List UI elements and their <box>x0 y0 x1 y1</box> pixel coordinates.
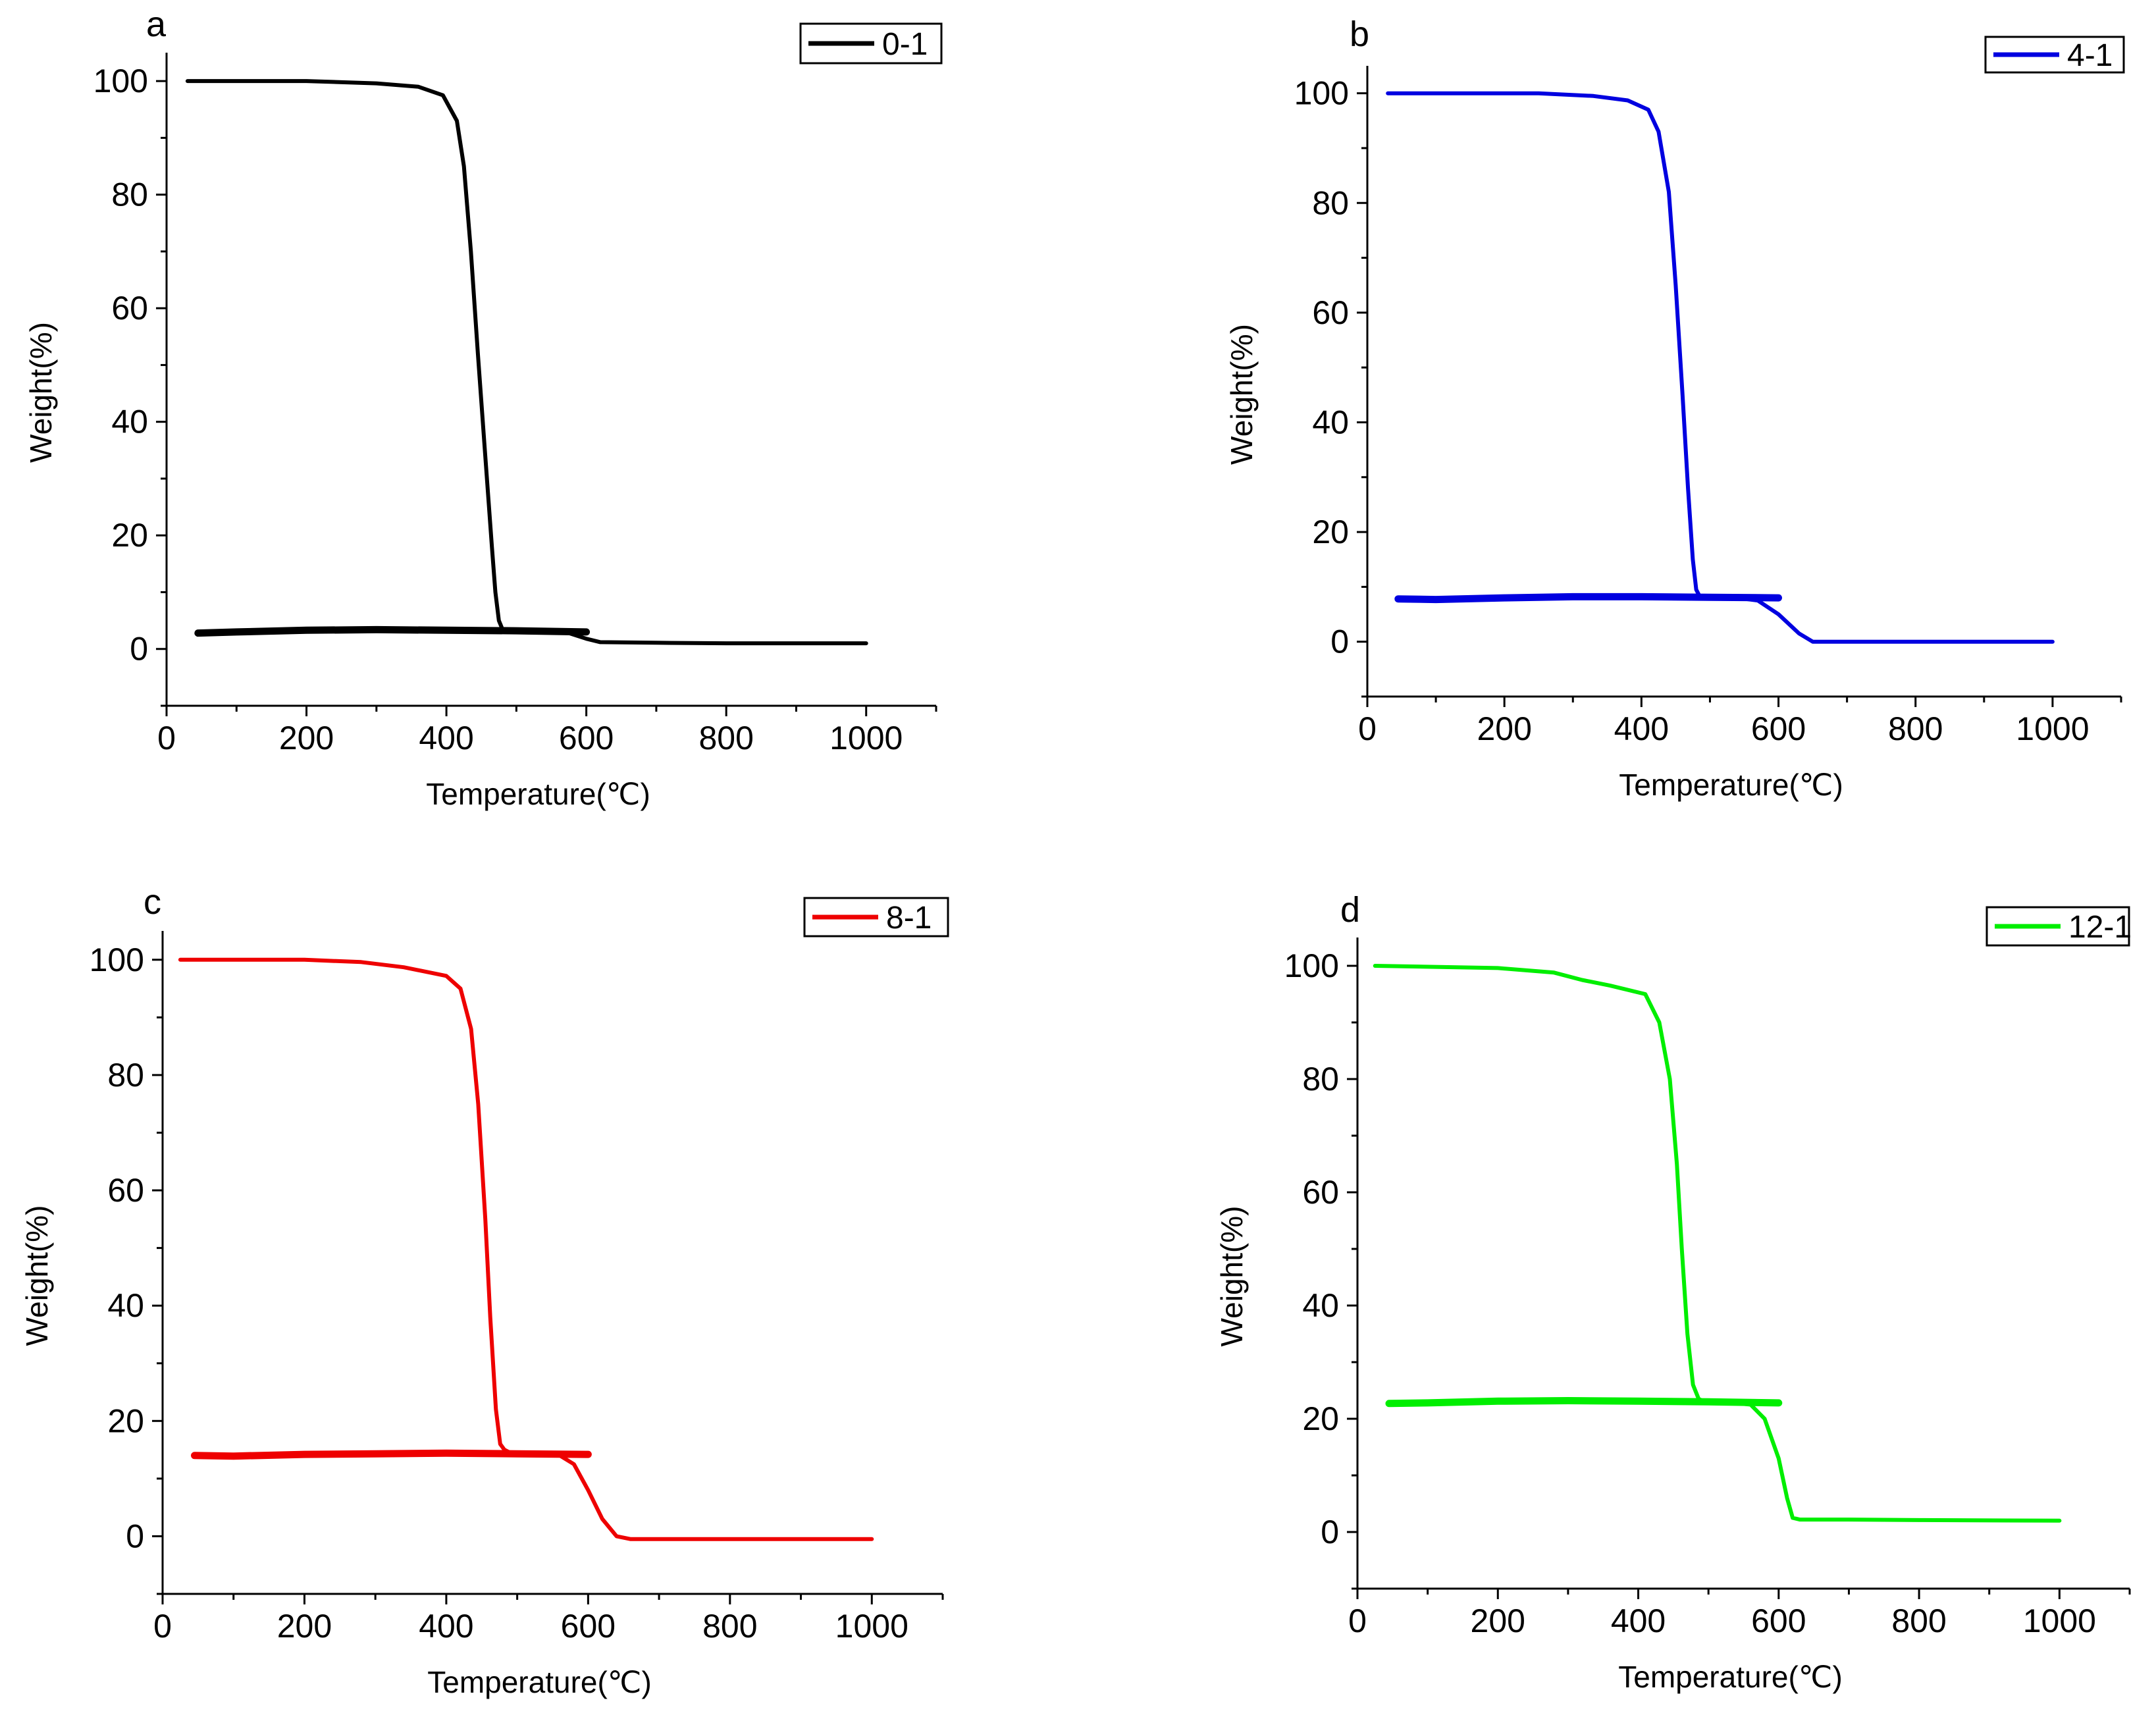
x-tick-label: 600 <box>561 1608 616 1645</box>
x-tick-label: 200 <box>1477 710 1531 747</box>
legend: 12-1 <box>1985 906 2132 947</box>
y-tick-label: 60 <box>111 290 148 327</box>
x-tick-label: 600 <box>1751 710 1806 747</box>
x-tick-label: 0 <box>157 720 176 756</box>
series-line <box>1373 964 2062 1523</box>
y-tick-label: 80 <box>1302 1061 1339 1097</box>
y-tick-label: 60 <box>1302 1174 1339 1211</box>
panel-a: 0 200 400 600 800 1000 0 20 40 60 80 100 Temperature… <box>24 5 943 811</box>
x-tick-label: 400 <box>419 1608 473 1645</box>
x-tick-label: 200 <box>1471 1602 1525 1639</box>
y-tick-label: 80 <box>107 1057 144 1094</box>
y-tick-label: 40 <box>111 404 148 440</box>
x-tick-label: 400 <box>1611 1602 1666 1639</box>
y-tick-label: 40 <box>1312 404 1349 440</box>
y-tick-label: 0 <box>126 1518 144 1554</box>
y-tick-label: 0 <box>1321 1514 1339 1550</box>
y-tick-label: 100 <box>90 941 144 978</box>
series-line <box>178 957 874 1541</box>
x-tick-label: 0 <box>1358 710 1377 747</box>
y-axis-label: Weight(%) <box>1224 324 1259 465</box>
x-axis-label: Temperature(℃) <box>1618 1660 1843 1694</box>
panel-letter: c <box>144 882 161 922</box>
y-tick-label: 20 <box>1302 1400 1339 1437</box>
x-tick-label: 200 <box>279 720 334 756</box>
legend: 0-1 <box>799 22 943 65</box>
y-tick-label: 80 <box>111 176 148 213</box>
legend-label: 4-1 <box>2067 38 2113 73</box>
panel-letter: b <box>1350 14 1369 54</box>
x-axis-label: Temperature(℃) <box>1619 768 1843 802</box>
legend-label: 8-1 <box>886 901 932 936</box>
x-tick-label: 600 <box>1751 1602 1806 1639</box>
y-tick-label: 40 <box>107 1287 144 1324</box>
y-tick-label: 60 <box>1312 294 1349 331</box>
y-tick-label: 40 <box>1302 1287 1339 1324</box>
y-tick-label: 100 <box>1284 947 1339 984</box>
series-line <box>185 79 868 646</box>
x-axis-label: Temperature(℃) <box>427 1665 652 1699</box>
y-tick-label: 0 <box>1330 623 1349 660</box>
y-axis-label: Weight(%) <box>20 1205 54 1346</box>
x-tick-label: 1000 <box>835 1608 908 1645</box>
series-return-line <box>1394 593 1782 604</box>
x-tick-label: 1000 <box>829 720 903 756</box>
x-tick-label: 800 <box>1888 710 1943 747</box>
legend-label: 12-1 <box>2068 910 2132 945</box>
panel-c: 0 200 400 600 800 1000 0 20 40 60 80 100 Temperature… <box>20 882 949 1699</box>
x-tick-label: 0 <box>1348 1602 1367 1639</box>
panel-letter: d <box>1340 890 1360 930</box>
y-tick-label: 100 <box>93 63 148 99</box>
y-tick-label: 80 <box>1312 184 1349 221</box>
y-tick-label: 20 <box>107 1402 144 1439</box>
y-axis-label: Weight(%) <box>24 322 58 463</box>
x-tick-label: 600 <box>559 720 614 756</box>
y-axis-label: Weight(%) <box>1215 1206 1249 1347</box>
x-tick-label: 400 <box>419 720 473 756</box>
series-return-line <box>1385 1397 1783 1408</box>
x-tick-label: 1000 <box>2016 710 2089 747</box>
panel-letter: a <box>146 5 167 44</box>
series-return-line <box>194 625 591 637</box>
series-return-line <box>191 1449 592 1460</box>
panel-b: 0 200 400 600 800 1000 0 20 40 60 80 100 Temperature… <box>1224 14 2125 802</box>
x-tick-label: 800 <box>1891 1602 1946 1639</box>
x-tick-label: 0 <box>153 1608 172 1645</box>
series-line <box>1386 91 2055 644</box>
x-axis-label: Temperature(℃) <box>426 777 650 811</box>
y-tick-label: 20 <box>111 517 148 554</box>
x-tick-label: 800 <box>698 720 753 756</box>
panel-d: 0 200 400 600 800 1000 0 20 40 60 80 100 Temperature… <box>1215 890 2132 1694</box>
x-tick-label: 400 <box>1614 710 1669 747</box>
legend: 4-1 <box>1984 36 2125 74</box>
legend-label: 0-1 <box>882 27 928 62</box>
y-tick-label: 0 <box>130 631 148 668</box>
legend: 8-1 <box>803 897 949 938</box>
x-tick-label: 800 <box>702 1608 757 1645</box>
x-tick-label: 200 <box>277 1608 332 1645</box>
y-tick-label: 100 <box>1294 75 1349 112</box>
y-tick-label: 20 <box>1312 514 1349 550</box>
x-tick-label: 1000 <box>2023 1602 2096 1639</box>
y-tick-label: 60 <box>107 1172 144 1209</box>
